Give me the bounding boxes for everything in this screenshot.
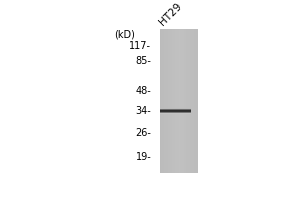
- Bar: [197, 29, 198, 173]
- Bar: [189, 29, 190, 173]
- Bar: [164, 29, 165, 173]
- Text: 85-: 85-: [136, 56, 152, 66]
- Bar: [160, 113, 191, 114]
- Bar: [173, 29, 174, 173]
- Bar: [182, 29, 183, 173]
- Bar: [191, 29, 192, 173]
- Bar: [160, 111, 191, 112]
- Bar: [167, 29, 168, 173]
- Text: 19-: 19-: [136, 152, 152, 162]
- Bar: [181, 29, 182, 173]
- Bar: [161, 29, 163, 173]
- Bar: [160, 109, 191, 110]
- Bar: [164, 29, 166, 173]
- Bar: [166, 29, 167, 173]
- Bar: [180, 29, 181, 173]
- Bar: [183, 29, 184, 173]
- Bar: [169, 29, 170, 173]
- Bar: [184, 29, 185, 173]
- Bar: [176, 29, 177, 173]
- Bar: [160, 110, 191, 111]
- Bar: [160, 108, 191, 109]
- Bar: [188, 29, 189, 173]
- Bar: [186, 29, 188, 173]
- Bar: [160, 29, 161, 173]
- Bar: [171, 29, 172, 173]
- Text: HT29: HT29: [157, 2, 184, 28]
- Bar: [194, 29, 195, 173]
- Text: 26-: 26-: [136, 128, 152, 138]
- Bar: [162, 29, 164, 173]
- Bar: [172, 29, 173, 173]
- Bar: [184, 29, 186, 173]
- Bar: [160, 29, 162, 173]
- Bar: [165, 29, 166, 173]
- Bar: [188, 29, 190, 173]
- Bar: [190, 29, 191, 173]
- Text: 48-: 48-: [136, 86, 152, 96]
- Bar: [192, 29, 194, 173]
- Bar: [160, 108, 191, 109]
- Bar: [185, 29, 187, 173]
- Bar: [196, 29, 197, 173]
- Text: (kD): (kD): [114, 29, 135, 39]
- Bar: [178, 29, 179, 173]
- Bar: [160, 112, 191, 113]
- Bar: [179, 29, 180, 173]
- Bar: [177, 29, 178, 173]
- Bar: [160, 109, 191, 110]
- Bar: [160, 112, 191, 113]
- Bar: [195, 29, 196, 173]
- Bar: [160, 113, 191, 114]
- Bar: [175, 29, 176, 173]
- Text: 34-: 34-: [136, 106, 152, 116]
- Bar: [193, 29, 194, 173]
- Bar: [160, 110, 191, 111]
- Bar: [168, 29, 169, 173]
- Bar: [170, 29, 171, 173]
- Text: 117-: 117-: [129, 41, 152, 51]
- Bar: [160, 111, 191, 112]
- Bar: [174, 29, 175, 173]
